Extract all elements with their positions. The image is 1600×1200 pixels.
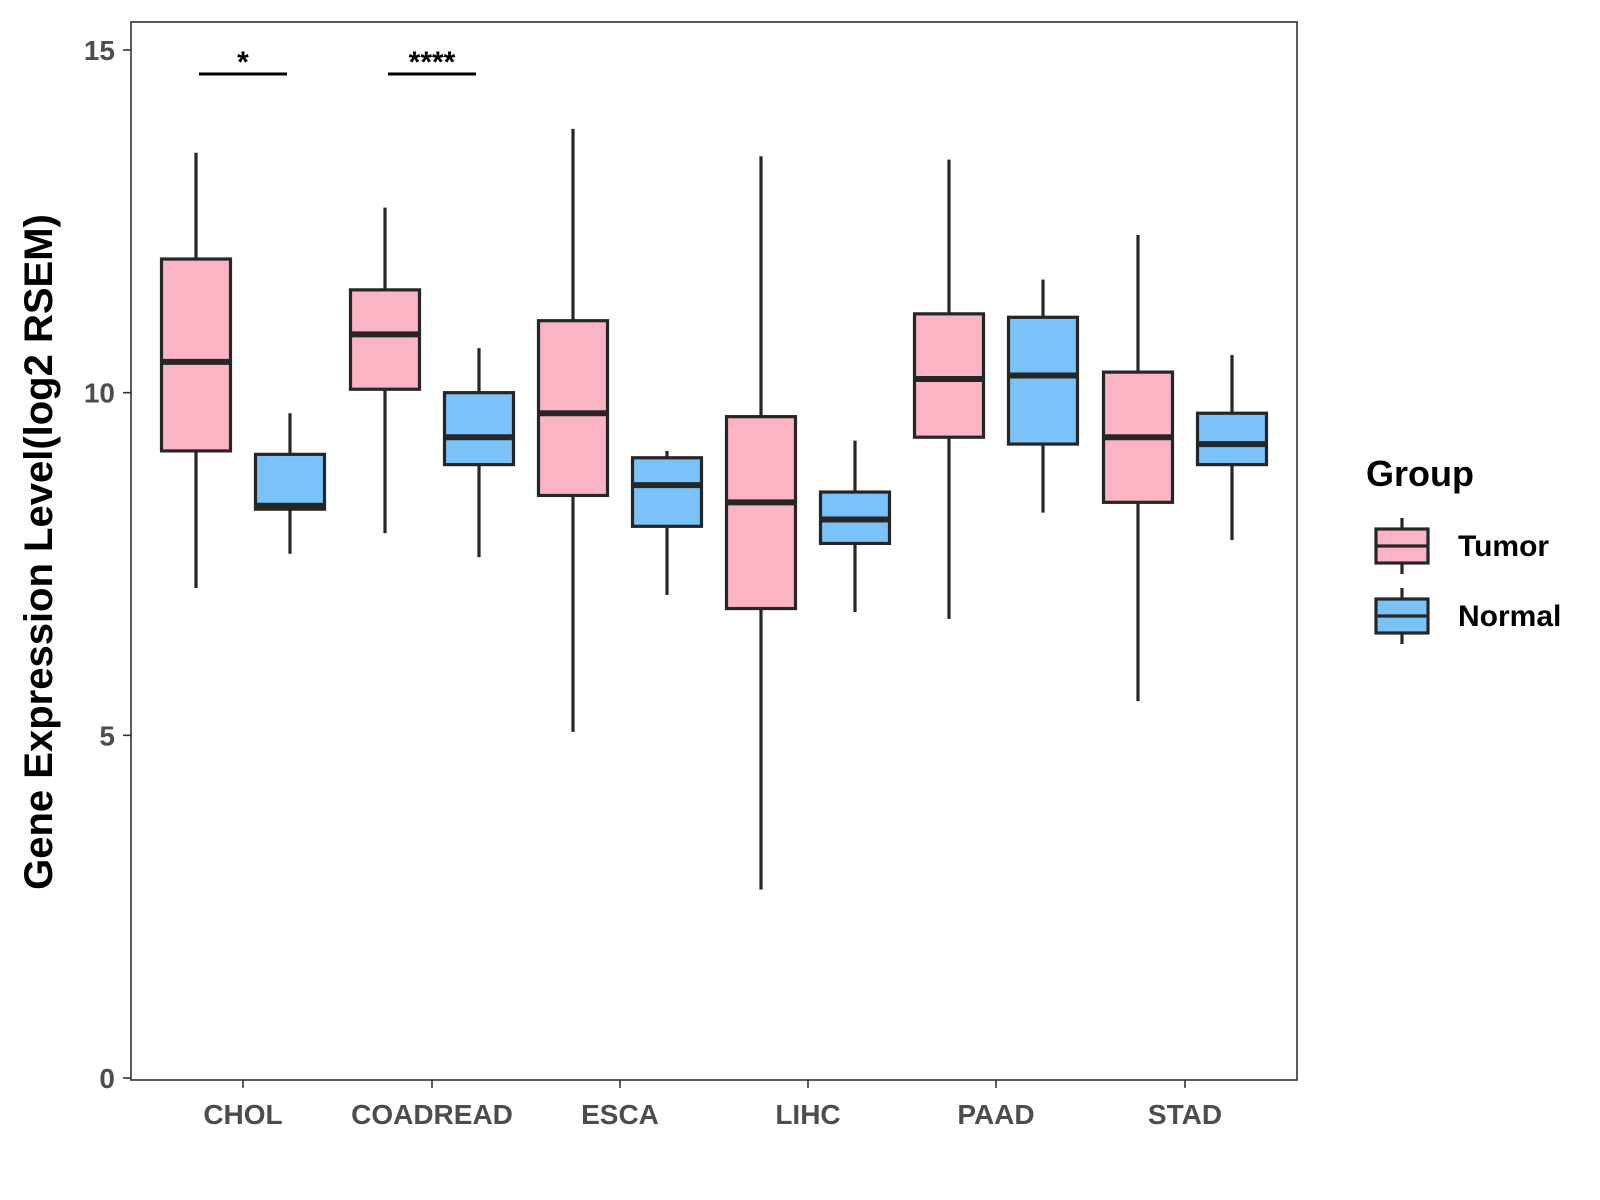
normal-paad-box: [1006, 315, 1080, 446]
tumor-paad-box: [912, 312, 986, 439]
legend-label-tumor: Tumor: [1458, 530, 1549, 563]
plot-panel-border: [130, 21, 1298, 1081]
tumor-coadread-box: [348, 288, 422, 391]
y-tick-label-10: 10: [84, 378, 115, 409]
y-tick-label-0: 0: [99, 1063, 115, 1094]
significance-label-chol: *: [237, 46, 249, 79]
y-tick-label-5: 5: [99, 720, 115, 751]
significance-label-coadread: ****: [409, 46, 456, 79]
y-axis-title: Gene Expression Level(log2 RSEM): [17, 214, 61, 890]
x-tick-label-coadread: COADREAD: [351, 1099, 513, 1130]
x-tick-label-esca: ESCA: [581, 1099, 659, 1130]
x-tick-label-lihc: LIHC: [775, 1099, 840, 1130]
legend-label-normal: Normal: [1458, 600, 1561, 633]
legend: Group Tumor Normal: [1366, 453, 1561, 644]
tumor-lihc-box: [724, 415, 798, 611]
normal-chol-box: [253, 452, 327, 511]
x-tick-label-stad: STAD: [1148, 1099, 1222, 1130]
normal-esca-box: [630, 456, 704, 528]
x-tick-label-chol: CHOL: [203, 1099, 282, 1130]
legend-title: Group: [1366, 453, 1474, 494]
tumor-esca-box: [536, 319, 610, 498]
normal-stad-box: [1195, 411, 1269, 467]
y-tick-label-15: 15: [84, 35, 115, 66]
normal-coadread-box: [442, 391, 516, 467]
tumor-chol-box: [159, 257, 233, 453]
x-tick-label-paad: PAAD: [957, 1099, 1034, 1130]
